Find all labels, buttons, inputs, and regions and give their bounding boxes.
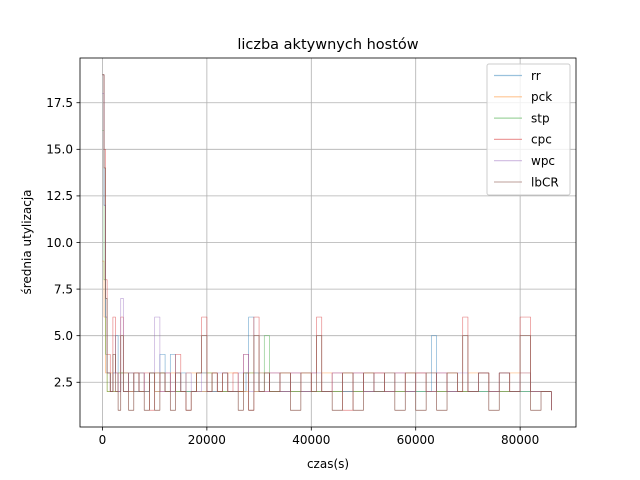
y-tick-label: 12.5 bbox=[46, 189, 73, 203]
x-tick-label: 0 bbox=[99, 433, 107, 447]
x-tick-label: 80000 bbox=[501, 433, 539, 447]
y-tick-label: 2.5 bbox=[54, 376, 73, 390]
x-tick-label: 60000 bbox=[397, 433, 435, 447]
x-axis-label: czas(s) bbox=[307, 457, 349, 471]
legend-label-wpc: wpc bbox=[531, 154, 555, 168]
legend-label-stp: stp bbox=[531, 111, 550, 125]
y-tick-label: 5.0 bbox=[54, 329, 73, 343]
legend-label-rr: rr bbox=[531, 69, 541, 83]
y-axis: 2.5 5.0 7.5 10.0 12.5 15.0 17.5 bbox=[46, 96, 80, 390]
series-line-lbcr bbox=[102, 74, 552, 411]
legend-label-lbcr: lbCR bbox=[531, 175, 559, 189]
y-tick-label: 17.5 bbox=[46, 96, 73, 110]
y-axis-label: średnia utylizacja bbox=[20, 189, 34, 294]
legend-label-pck: pck bbox=[531, 90, 552, 104]
legend-box bbox=[486, 63, 571, 196]
x-tick-label: 20000 bbox=[188, 433, 226, 447]
series-layer bbox=[102, 74, 552, 411]
chart-title: liczba aktywnych hostów bbox=[237, 37, 418, 53]
y-tick-label: 10.0 bbox=[46, 236, 73, 250]
y-tick-label: 7.5 bbox=[54, 282, 73, 296]
y-tick-label: 15.0 bbox=[46, 143, 73, 157]
legend-label-cpc: cpc bbox=[531, 133, 552, 147]
legend: rr pck stp cpc wpc lbCR bbox=[486, 63, 571, 196]
x-axis: 0 20000 40000 60000 80000 bbox=[99, 427, 539, 447]
x-tick-label: 40000 bbox=[292, 433, 330, 447]
